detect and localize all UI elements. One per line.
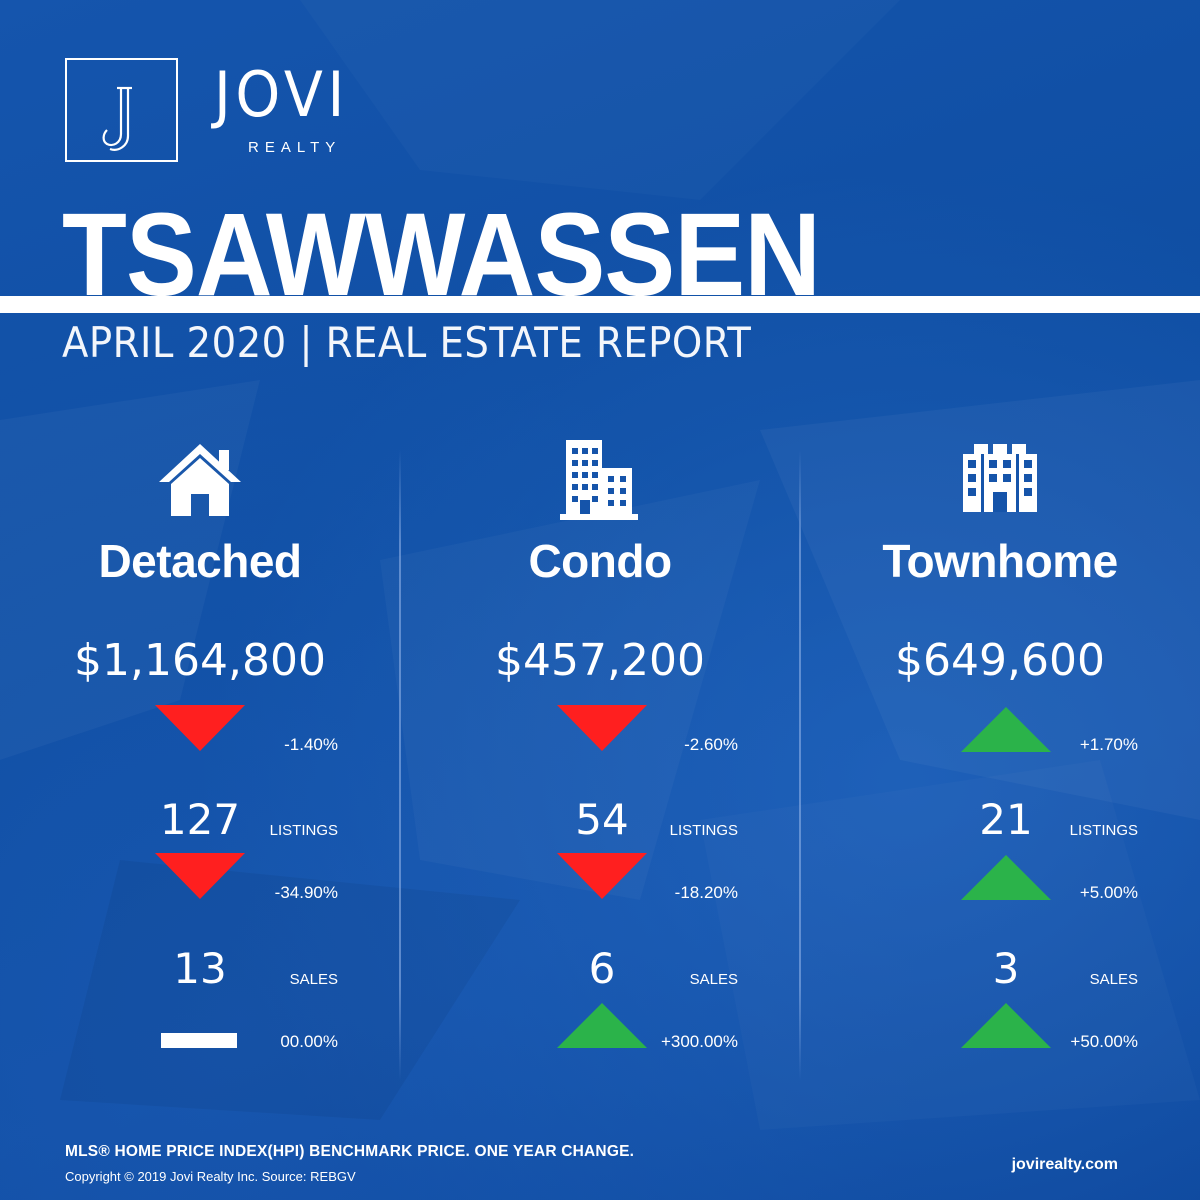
sales-count: 6 — [588, 944, 616, 993]
listings-count: 54 — [575, 795, 629, 844]
sales-change-value: 00.00% — [280, 1032, 338, 1051]
listings-count: 21 — [979, 795, 1033, 844]
up-arrow-icon — [961, 1003, 1051, 1048]
category-townhome: Townhome $649,600 +1.70% 21 LISTINGS +5.… — [800, 0, 1200, 1200]
down-arrow-icon — [557, 853, 647, 899]
footer-index-note: MLS® HOME PRICE INDEX(HPI) BENCHMARK PRI… — [65, 1143, 635, 1160]
title-divider — [0, 296, 1200, 313]
listings-change-value: -18.20% — [674, 883, 738, 902]
category-condo: Condo $457,200 -2.60% 54 LISTINGS -18.20… — [400, 0, 800, 1200]
sales-label: SALES — [689, 971, 738, 988]
price-change-value: -2.60% — [684, 735, 738, 754]
condo-building-icon — [400, 440, 800, 520]
listings-label: LISTINGS — [1069, 822, 1138, 839]
jovi-monogram-icon — [102, 86, 132, 151]
house-icon — [0, 440, 400, 520]
up-arrow-icon — [557, 1003, 647, 1048]
listings-change-value: +5.00% — [1079, 883, 1138, 902]
sales-change-value: +300.00% — [660, 1032, 738, 1051]
up-arrow-icon — [961, 707, 1051, 752]
column-divider — [799, 450, 801, 1080]
category-detached: Detached $1,164,800 -1.40% 127 LISTINGS … — [0, 0, 400, 1200]
sales-label: SALES — [1089, 971, 1138, 988]
down-arrow-icon — [155, 853, 245, 899]
price-change-value: +1.70% — [1079, 735, 1138, 754]
website-link[interactable]: jovirealty.com — [1011, 1156, 1118, 1173]
category-title: Condo — [528, 535, 672, 587]
down-arrow-icon — [155, 705, 245, 751]
sales-count: 3 — [992, 944, 1020, 993]
category-title: Townhome — [882, 535, 1118, 587]
brand-name: JOVI — [214, 58, 349, 131]
sales-label: SALES — [289, 971, 338, 988]
down-arrow-icon — [557, 705, 647, 751]
benchmark-price: $649,600 — [895, 635, 1105, 686]
listings-label: LISTINGS — [669, 822, 738, 839]
listings-change-value: -34.90% — [274, 883, 338, 902]
benchmark-price: $457,200 — [495, 635, 705, 686]
price-change-value: -1.40% — [284, 735, 338, 754]
brand-subtitle: REALTY — [248, 139, 342, 156]
listings-label: LISTINGS — [269, 822, 338, 839]
column-divider — [399, 450, 401, 1080]
listings-count: 127 — [159, 795, 241, 844]
up-arrow-icon — [961, 855, 1051, 900]
report-subtitle: APRIL 2020 | REAL ESTATE REPORT — [62, 318, 752, 367]
no-change-bar-icon — [161, 1033, 237, 1048]
footer-copyright: Copyright © 2019 Jovi Realty Inc. Source… — [65, 1169, 356, 1184]
sales-change-value: +50.00% — [1070, 1032, 1138, 1051]
category-title: Detached — [98, 535, 302, 587]
sales-count: 13 — [173, 944, 227, 993]
benchmark-price: $1,164,800 — [74, 635, 326, 686]
page-title: TSAWWASSEN — [62, 189, 821, 321]
brand-logo[interactable] — [65, 58, 178, 162]
townhome-building-icon — [800, 440, 1200, 520]
